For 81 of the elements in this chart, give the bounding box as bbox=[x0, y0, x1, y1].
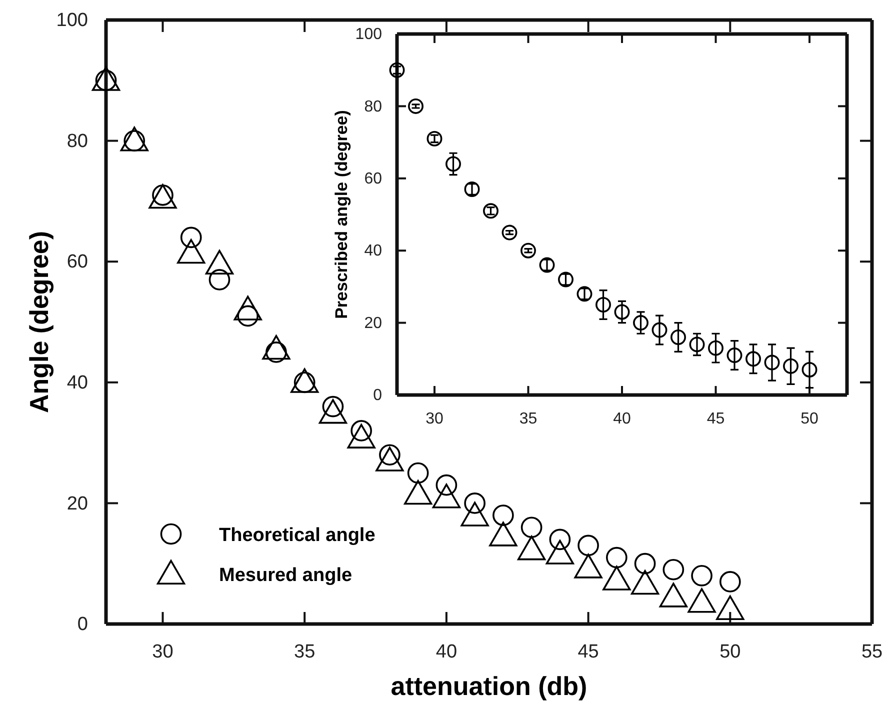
y-tick-label: 20 bbox=[364, 314, 382, 332]
point bbox=[576, 286, 592, 302]
point bbox=[602, 566, 631, 590]
point bbox=[726, 348, 742, 364]
point bbox=[205, 250, 234, 275]
point bbox=[802, 362, 818, 378]
point bbox=[596, 297, 611, 312]
point bbox=[376, 446, 404, 472]
point bbox=[716, 595, 744, 620]
point bbox=[652, 322, 668, 338]
point bbox=[404, 480, 432, 505]
point bbox=[177, 239, 206, 264]
point bbox=[783, 358, 798, 374]
point bbox=[539, 257, 555, 273]
point bbox=[546, 540, 574, 564]
point bbox=[578, 534, 599, 556]
point bbox=[764, 354, 780, 370]
point bbox=[630, 570, 660, 595]
legend-label: Theoretical angle bbox=[219, 525, 376, 546]
y-tick-label: 100 bbox=[355, 26, 382, 44]
x-tick-label: 35 bbox=[519, 410, 538, 428]
point bbox=[606, 546, 628, 568]
point bbox=[208, 269, 230, 290]
point bbox=[520, 242, 536, 258]
x-tick-label: 40 bbox=[613, 410, 631, 428]
point bbox=[549, 528, 571, 550]
y-tick-label: 40 bbox=[364, 242, 382, 260]
x-tick-label: 50 bbox=[800, 410, 818, 428]
point bbox=[426, 130, 442, 146]
y-axis-title: Angle (degree) bbox=[24, 230, 54, 414]
point bbox=[689, 336, 705, 352]
point bbox=[446, 156, 461, 172]
y-tick-label: 60 bbox=[364, 170, 382, 188]
y-tick-label: 40 bbox=[66, 372, 88, 394]
point bbox=[407, 462, 429, 484]
point bbox=[633, 315, 648, 331]
x-axis-title: attenuation (db) bbox=[390, 671, 588, 701]
point bbox=[662, 558, 684, 580]
point bbox=[502, 224, 518, 240]
point bbox=[670, 330, 686, 345]
legend-label: Mesured angle bbox=[219, 565, 352, 586]
x-tick-label: 30 bbox=[152, 641, 174, 662]
point bbox=[574, 554, 602, 578]
point bbox=[464, 181, 480, 197]
y-tick-label: 60 bbox=[66, 252, 88, 273]
point bbox=[318, 399, 348, 424]
point bbox=[492, 504, 514, 526]
point bbox=[520, 516, 542, 538]
point bbox=[746, 351, 761, 367]
point bbox=[408, 98, 424, 114]
point bbox=[180, 226, 202, 248]
x-tick-label: 35 bbox=[294, 641, 316, 662]
point bbox=[634, 552, 656, 574]
point bbox=[483, 203, 498, 219]
point bbox=[432, 484, 461, 508]
y-tick-label: 100 bbox=[56, 10, 88, 32]
point bbox=[262, 335, 290, 360]
point bbox=[460, 502, 489, 526]
x-tick-label: 45 bbox=[578, 641, 599, 662]
x-tick-label: 45 bbox=[706, 410, 725, 428]
point bbox=[719, 571, 741, 592]
y-tick-label: 0 bbox=[373, 387, 382, 404]
y-axis-title: Prescribed angle (degree) bbox=[332, 110, 352, 319]
point bbox=[347, 424, 376, 448]
point bbox=[517, 536, 546, 560]
point bbox=[234, 296, 262, 320]
y-tick-label: 80 bbox=[66, 130, 88, 152]
point bbox=[614, 304, 630, 320]
x-tick-label: 50 bbox=[720, 641, 741, 662]
y-tick-label: 20 bbox=[66, 493, 88, 514]
y-tick-label: 0 bbox=[77, 614, 88, 636]
point bbox=[489, 522, 518, 546]
point bbox=[659, 582, 688, 608]
x-tick-label: 55 bbox=[861, 641, 883, 662]
x-tick-label: 30 bbox=[426, 410, 444, 428]
point bbox=[708, 340, 724, 356]
point bbox=[691, 565, 712, 586]
x-tick-label: 40 bbox=[436, 641, 458, 662]
point bbox=[389, 62, 405, 78]
y-tick-label: 80 bbox=[364, 98, 382, 116]
point bbox=[688, 588, 716, 613]
